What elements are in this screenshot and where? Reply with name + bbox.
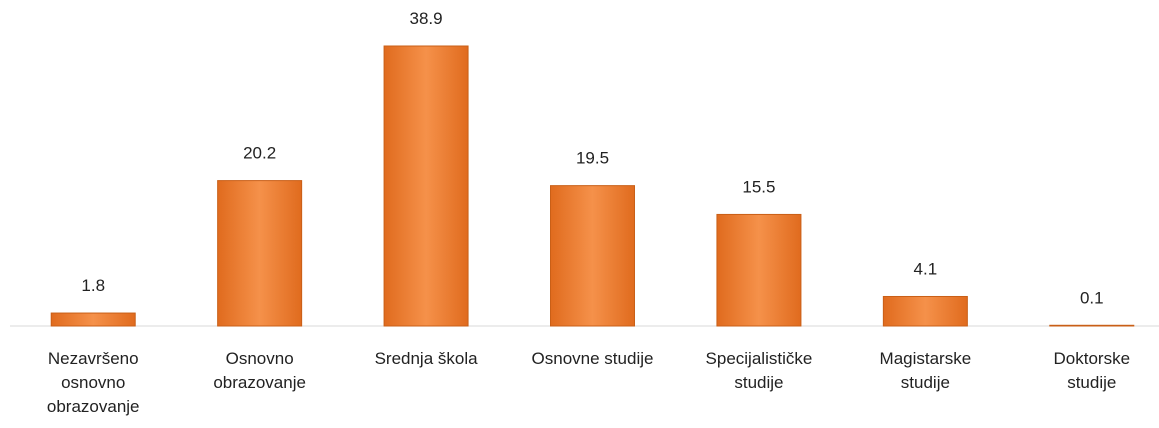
bar — [1049, 324, 1135, 327]
x-tick-label: studije — [901, 373, 950, 392]
value-label: 15.5 — [742, 177, 775, 196]
value-label: 4.1 — [914, 259, 938, 278]
bar — [217, 180, 303, 327]
bar — [550, 185, 635, 327]
value-label: 20.2 — [243, 144, 276, 163]
x-tick-label: Osnovne studije — [532, 349, 654, 368]
x-tick-label: Magistarske — [880, 349, 972, 368]
value-label: 1.8 — [81, 276, 105, 295]
x-tick-label: obrazovanje — [47, 397, 140, 416]
x-tick-label: Nezavršeno — [48, 349, 139, 368]
x-tick-label: Srednja škola — [375, 349, 479, 368]
x-tick-label: Specijalističke — [706, 349, 813, 368]
bar — [383, 45, 469, 327]
x-tick-label: studije — [734, 373, 783, 392]
x-tick-label: osnovno — [61, 373, 125, 392]
x-tick-label: obrazovanje — [213, 373, 306, 392]
bar — [50, 312, 136, 327]
value-label: 0.1 — [1080, 288, 1104, 307]
bar — [882, 295, 968, 327]
bar — [716, 213, 802, 327]
x-tick-label: Doktorske — [1054, 349, 1131, 368]
x-tick-label: Osnovno — [226, 349, 294, 368]
x-tick-label: studije — [1067, 373, 1116, 392]
value-label: 19.5 — [576, 149, 609, 168]
value-label: 38.9 — [410, 9, 443, 28]
